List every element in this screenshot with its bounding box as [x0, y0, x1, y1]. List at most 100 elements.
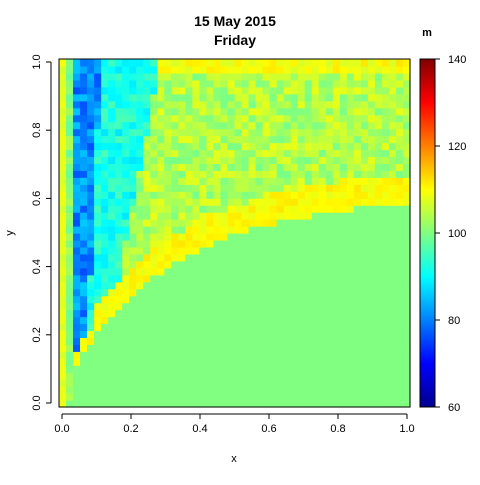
heatmap-cell — [185, 267, 193, 276]
heatmap-cell — [346, 205, 355, 213]
heatmap-cell — [297, 309, 306, 318]
heatmap-cell — [129, 239, 137, 248]
heatmap-cell — [234, 198, 243, 206]
heatmap-cell — [297, 233, 306, 241]
heatmap-cell — [269, 288, 278, 297]
heatmap-cell — [66, 344, 74, 352]
heatmap-cell — [381, 316, 390, 325]
heatmap-cell — [269, 142, 278, 151]
heatmap-cell — [157, 233, 165, 241]
heatmap-cell — [353, 386, 362, 394]
heatmap-cell — [136, 379, 144, 387]
heatmap-cell — [199, 135, 208, 144]
heatmap-cell — [262, 393, 271, 401]
heatmap-cell — [262, 246, 271, 255]
heatmap-cell — [290, 309, 299, 318]
heatmap-cell — [262, 400, 271, 408]
heatmap-cell — [101, 233, 109, 241]
heatmap-cell — [360, 184, 369, 192]
heatmap-cell — [178, 226, 186, 234]
heatmap-cell — [213, 212, 222, 220]
heatmap-cell — [150, 267, 158, 276]
heatmap-cell — [241, 86, 250, 95]
heatmap-cell — [360, 246, 369, 255]
heatmap-cell — [374, 372, 383, 380]
heatmap-cell — [360, 72, 369, 81]
heatmap-cell — [276, 149, 285, 158]
heatmap-cell — [318, 288, 327, 297]
heatmap-cell — [164, 170, 172, 178]
heatmap-cell — [283, 205, 292, 213]
heatmap-cell — [108, 260, 116, 269]
heatmap-cell — [304, 316, 313, 325]
heatmap-cell — [143, 372, 151, 380]
heatmap-cell — [143, 288, 151, 297]
heatmap-cell — [318, 281, 327, 290]
heatmap-cell — [248, 323, 257, 332]
heatmap-cell — [206, 226, 215, 234]
heatmap-cell — [381, 281, 390, 290]
heatmap-cell — [73, 295, 81, 304]
heatmap-cell — [129, 149, 137, 158]
heatmap-cell — [234, 330, 243, 338]
heatmap-cell — [178, 114, 186, 123]
heatmap-cell — [227, 386, 236, 394]
heatmap-cell — [150, 128, 158, 137]
heatmap-cell — [339, 149, 348, 158]
heatmap-cell — [269, 149, 278, 158]
heatmap-cell — [115, 260, 123, 269]
heatmap-cell — [108, 246, 116, 255]
heatmap-cell — [234, 135, 243, 144]
heatmap-cell — [178, 351, 186, 359]
heatmap-cell — [395, 309, 404, 318]
heatmap-cell — [171, 386, 179, 394]
heatmap-cell — [192, 295, 200, 304]
heatmap-cell — [192, 59, 200, 67]
heatmap-cell — [87, 351, 95, 359]
heatmap-cell — [241, 260, 250, 269]
heatmap-cell — [185, 295, 193, 304]
heatmap-cell — [374, 156, 383, 164]
heatmap-cell — [164, 337, 172, 345]
heatmap-cell — [402, 351, 411, 359]
heatmap-cell — [332, 212, 341, 220]
heatmap-cell — [213, 281, 222, 290]
heatmap-cell — [360, 86, 369, 95]
heatmap-cell — [318, 205, 327, 213]
heatmap-cell — [143, 316, 151, 325]
heatmap-cell — [199, 358, 208, 366]
heatmap-cell — [304, 344, 313, 352]
heatmap-cell — [185, 93, 193, 102]
heatmap-cell — [101, 107, 109, 116]
heatmap-cell — [283, 163, 292, 171]
heatmap-cell — [59, 198, 67, 206]
heatmap-cell — [80, 135, 88, 144]
heatmap-cell — [234, 344, 243, 352]
heatmap-cell — [353, 177, 362, 185]
heatmap-cell — [66, 302, 74, 311]
heatmap-cell — [304, 128, 313, 137]
heatmap-cell — [129, 212, 137, 220]
heatmap-cell — [66, 59, 74, 67]
heatmap-cell — [129, 365, 137, 373]
heatmap-cell — [129, 226, 137, 234]
heatmap-cell — [339, 316, 348, 325]
chart-title: 15 May 2015 — [194, 13, 276, 29]
heatmap-cell — [297, 163, 306, 171]
heatmap-cell — [374, 351, 383, 359]
heatmap-cell — [311, 142, 320, 151]
heatmap-cell — [311, 59, 320, 67]
heatmap-cell — [395, 163, 404, 171]
heatmap-cell — [283, 323, 292, 332]
heatmap-cell — [213, 295, 222, 304]
heatmap-cell — [164, 246, 172, 255]
heatmap-cell — [311, 379, 320, 387]
heatmap-cell — [318, 309, 327, 318]
heatmap-cell — [339, 156, 348, 164]
heatmap-cell — [304, 233, 313, 241]
heatmap-cell — [220, 309, 229, 318]
heatmap-cell — [339, 288, 348, 297]
heatmap-cell — [192, 400, 200, 408]
heatmap-cell — [234, 65, 243, 74]
heatmap-cell — [213, 337, 222, 345]
